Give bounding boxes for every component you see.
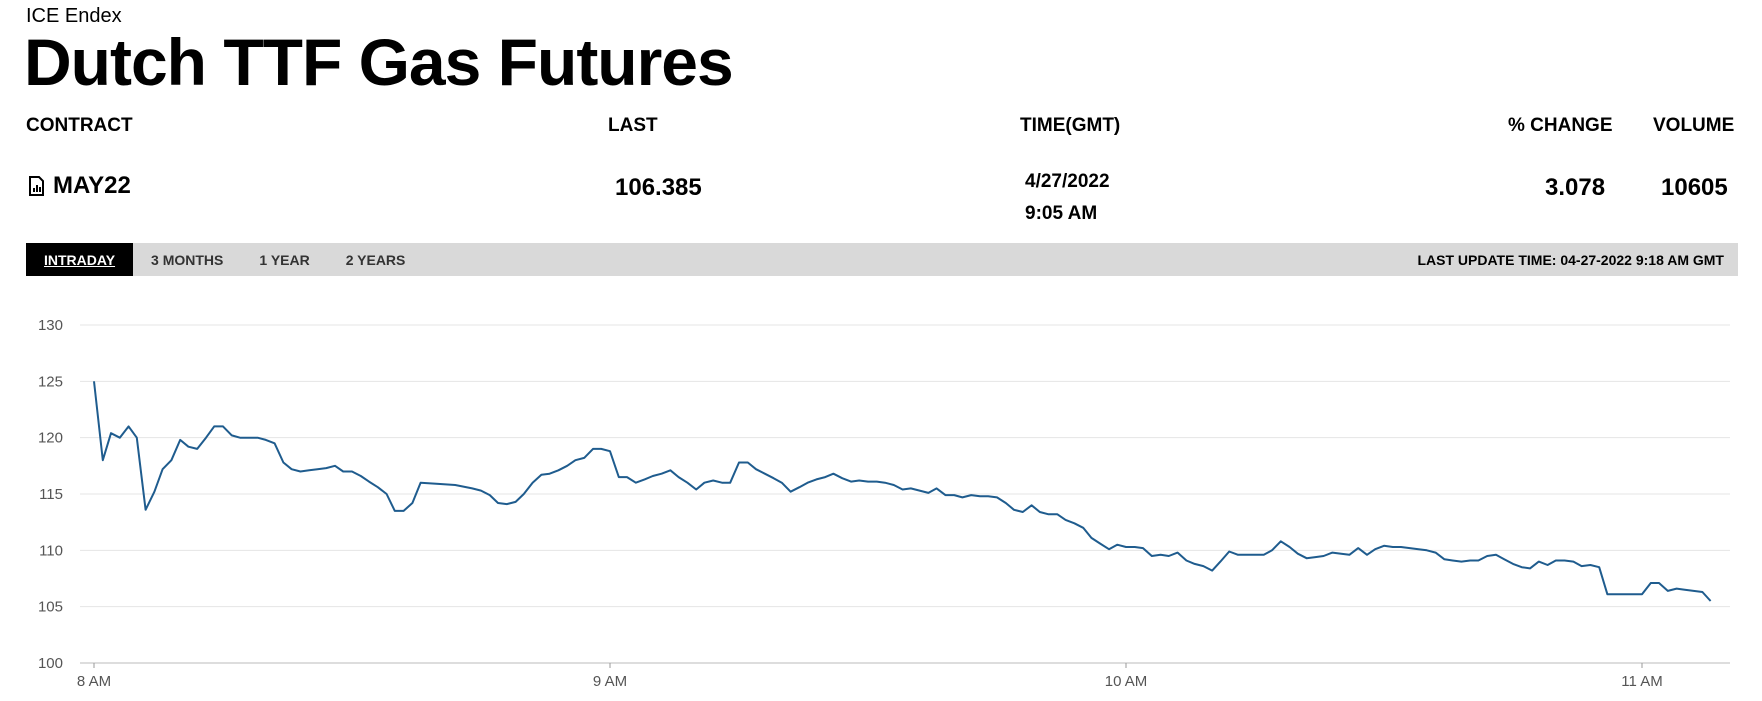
x-tick-label: 9 AM <box>593 673 627 690</box>
tab-intraday[interactable]: INTRADAY <box>26 243 134 276</box>
page-title: Dutch TTF Gas Futures <box>24 25 734 99</box>
contract-cell[interactable]: MAY22 <box>28 172 131 200</box>
report-document-icon[interactable] <box>28 176 45 196</box>
column-header-volume: VOLUME <box>1653 115 1735 136</box>
x-tick-label: 8 AM <box>77 673 111 690</box>
x-tick-label: 10 AM <box>1105 673 1148 690</box>
column-header-last: LAST <box>608 115 658 136</box>
column-header-change: % CHANGE <box>1508 115 1613 136</box>
last-price: 106.385 <box>615 174 702 201</box>
tab-1-year[interactable]: 1 YEAR <box>259 251 310 268</box>
range-tab-bar: INTRADAY 3 MONTHS 1 YEAR 2 YEARS LAST UP… <box>26 243 1738 276</box>
trade-clock: 9:05 AM <box>1025 203 1098 224</box>
y-tick-label: 100 <box>38 655 63 672</box>
y-tick-label: 130 <box>38 317 63 334</box>
y-tick-label: 125 <box>38 373 63 390</box>
last-update-time: LAST UPDATE TIME: 04-27-2022 9:18 AM GMT <box>1417 251 1724 268</box>
column-header-time: TIME(GMT) <box>1020 115 1121 136</box>
volume-value: 10605 <box>1661 174 1728 201</box>
series-line-0[interactable] <box>93 381 1712 602</box>
y-tick-label: 120 <box>38 430 63 447</box>
trade-time: 4/27/2022 9:05 AM <box>1025 166 1110 230</box>
exchange-label: ICE Endex <box>26 5 122 27</box>
tab-2-years[interactable]: 2 YEARS <box>345 251 406 268</box>
y-tick-label: 115 <box>39 486 63 503</box>
tab-3-months[interactable]: 3 MONTHS <box>151 251 224 268</box>
column-header-contract: CONTRACT <box>26 115 133 136</box>
contract-name[interactable]: MAY22 <box>53 172 131 199</box>
x-tick-label: 11 AM <box>1621 673 1662 690</box>
trade-date: 4/27/2022 <box>1025 171 1110 192</box>
percent-change: 3.078 <box>1545 174 1606 201</box>
y-tick-label: 110 <box>39 542 63 559</box>
price-line-chart[interactable]: 100 105 110 115 120 125 130 8 AM 9 AM 10 AM 11 AM <box>0 300 1762 700</box>
y-tick-label: 105 <box>38 599 63 616</box>
